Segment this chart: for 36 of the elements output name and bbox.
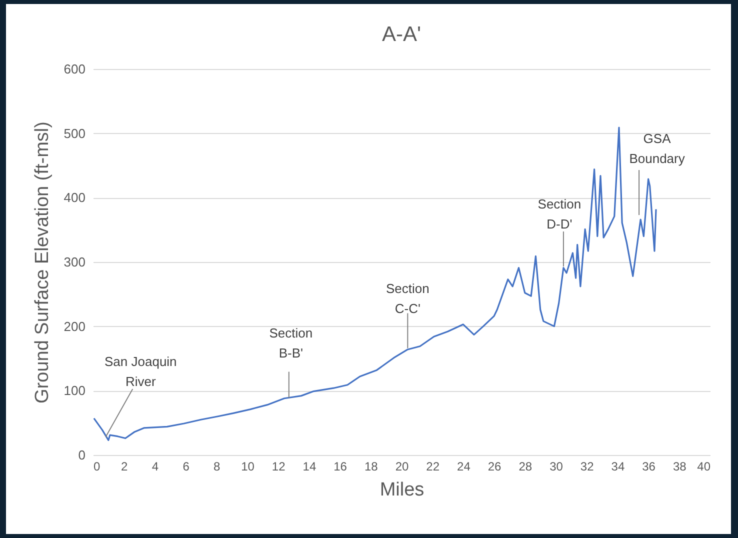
y-tick-label: 200 xyxy=(64,318,86,334)
x-tick-label: 6 xyxy=(182,460,190,474)
annotation: GSA Boundary xyxy=(629,131,686,166)
x-tick-label: 4 xyxy=(152,460,159,474)
x-tick-label: 30 xyxy=(550,460,564,474)
x-tick-label: 26 xyxy=(488,460,502,474)
x-tick-label: 38 xyxy=(672,460,687,474)
y-tick-label: 600 xyxy=(64,62,86,76)
x-tick-label: 12 xyxy=(272,460,286,474)
x-tick-label: 32 xyxy=(580,460,594,474)
y-tick-label: 0 xyxy=(78,448,86,462)
x-tick-label: 28 xyxy=(518,460,532,474)
x-tick-label: 24 xyxy=(457,460,471,474)
y-tick-label: 400 xyxy=(64,190,86,206)
x-tick-label: 18 xyxy=(364,460,378,474)
x-tick-label: 16 xyxy=(334,460,348,474)
x-tick-label: 14 xyxy=(302,460,316,474)
x-axis-title: Miles xyxy=(380,480,424,500)
annotation: Section C-C' xyxy=(386,281,430,316)
x-tick-label: 20 xyxy=(395,460,409,474)
y-tick-label: 500 xyxy=(64,126,86,141)
annotation: Section D-D' xyxy=(538,196,582,232)
x-tick-label: 36 xyxy=(642,460,656,474)
x-tick-label: 10 xyxy=(241,460,255,474)
chart-title: A-A' xyxy=(382,23,422,46)
y-axis-title: Ground Surface Elevation (ft-msl) xyxy=(32,122,53,404)
x-tick-label: 8 xyxy=(214,460,221,474)
x-tick-label: 40 xyxy=(697,460,711,474)
annotation: San Joaquin River xyxy=(104,354,177,389)
x-tick-label: 22 xyxy=(426,460,440,474)
x-tick-label: 2 xyxy=(121,460,128,474)
x-tick-label: 0 xyxy=(94,460,100,474)
x-tick-label: 34 xyxy=(611,460,625,474)
annotation: Section B-B' xyxy=(269,326,313,361)
y-tick-label: 300 xyxy=(64,254,86,270)
y-tick-label: 100 xyxy=(64,383,86,398)
